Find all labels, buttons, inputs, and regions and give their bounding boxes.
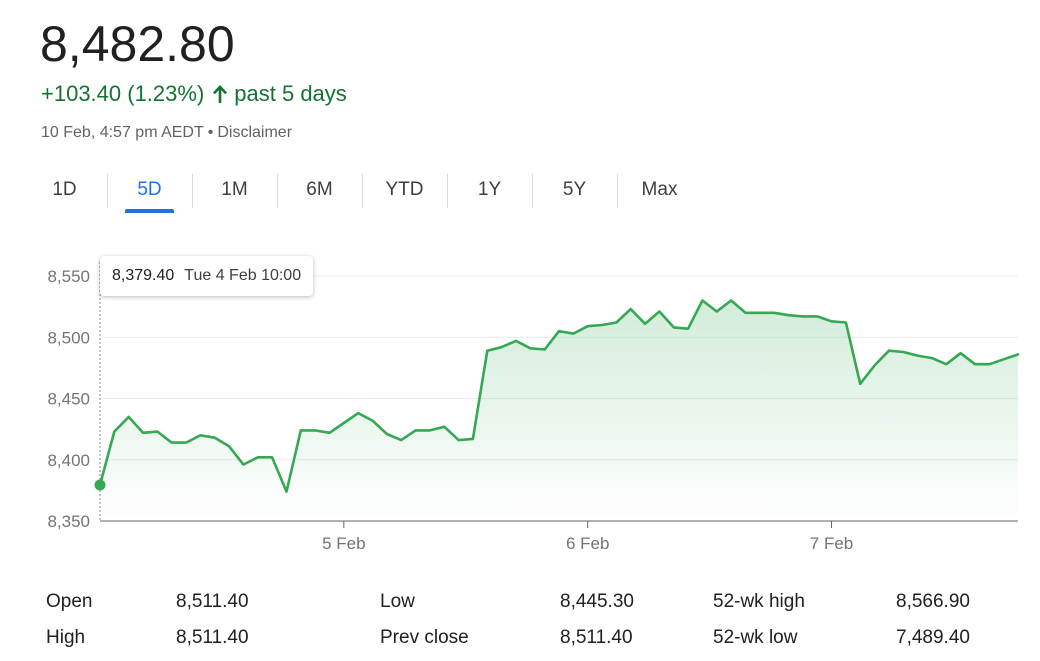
tab-5d[interactable]: 5D xyxy=(107,170,192,214)
change-period: past 5 days xyxy=(234,81,347,106)
stat-value-52wk-high: 8,566.90 xyxy=(896,591,970,612)
stat-label-52wk-low: 52-wk low xyxy=(713,627,798,648)
arrow-up-icon xyxy=(213,85,228,103)
stat-value-52wk-low: 7,489.40 xyxy=(896,627,970,648)
price-area xyxy=(100,300,1018,521)
price-line xyxy=(98,299,1020,493)
y-tick-label: 8,550 xyxy=(47,267,90,286)
stat-label-prev-close: Prev close xyxy=(380,627,469,648)
y-axis-labels: 8,350 8,400 8,450 8,500 8,550 xyxy=(47,267,90,531)
quote-price: 8,482.80 xyxy=(40,16,235,72)
stat-value-open: 8,511.40 xyxy=(176,591,249,612)
stat-label-open: Open xyxy=(46,591,93,612)
y-tick-label: 8,450 xyxy=(47,390,90,409)
stat-value-high: 8,511.40 xyxy=(176,627,249,648)
quote-timestamp: 10 Feb, 4:57 pm AEDT xyxy=(41,124,204,141)
tooltip-value: 8,379.40 xyxy=(112,267,175,284)
range-tabs: 1D 5D 1M 6M YTD 1Y 5Y Max xyxy=(22,170,702,214)
x-tick-label: 6 Feb xyxy=(566,534,609,553)
quote-meta: 10 Feb, 4:57 pm AEDT • Disclaimer xyxy=(41,123,292,143)
tab-ytd[interactable]: YTD xyxy=(362,170,447,214)
meta-separator: • xyxy=(207,124,214,141)
stat-label-high: High xyxy=(46,627,86,648)
y-tick-label: 8,400 xyxy=(47,451,90,470)
tooltip-date: Tue 4 Feb 10:00 xyxy=(184,267,302,284)
y-tick-label: 8,500 xyxy=(47,328,90,347)
tab-1m[interactable]: 1M xyxy=(192,170,277,214)
change-value: +103.40 (1.23%) xyxy=(41,81,205,106)
stat-value-low: 8,445.30 xyxy=(560,591,634,612)
stat-label-low: Low xyxy=(380,591,415,612)
tab-1d[interactable]: 1D xyxy=(52,179,77,200)
x-tick-label: 5 Feb xyxy=(322,534,365,553)
stat-value-prev-close: 8,511.40 xyxy=(560,627,633,648)
y-tick-label: 8,350 xyxy=(47,512,90,531)
price-chart[interactable]: 8,350 8,400 8,450 8,500 8,550 5 Feb 6 Feb 7 Fe… xyxy=(0,230,1040,570)
chart-tooltip: 8,379.40 Tue 4 Feb 10:00 xyxy=(100,256,314,296)
disclaimer-link[interactable]: Disclaimer xyxy=(217,124,293,141)
x-tick-label: 7 Feb xyxy=(810,534,853,553)
tab-1y[interactable]: 1Y xyxy=(447,170,532,214)
tab-5y[interactable]: 5Y xyxy=(532,170,617,214)
stat-label-52wk-high: 52-wk high xyxy=(713,591,805,612)
tab-max[interactable]: Max xyxy=(617,170,702,214)
tab-6m[interactable]: 6M xyxy=(277,170,362,214)
hover-point xyxy=(94,479,106,491)
quote-change: +103.40 (1.23%) past 5 days xyxy=(41,80,347,108)
